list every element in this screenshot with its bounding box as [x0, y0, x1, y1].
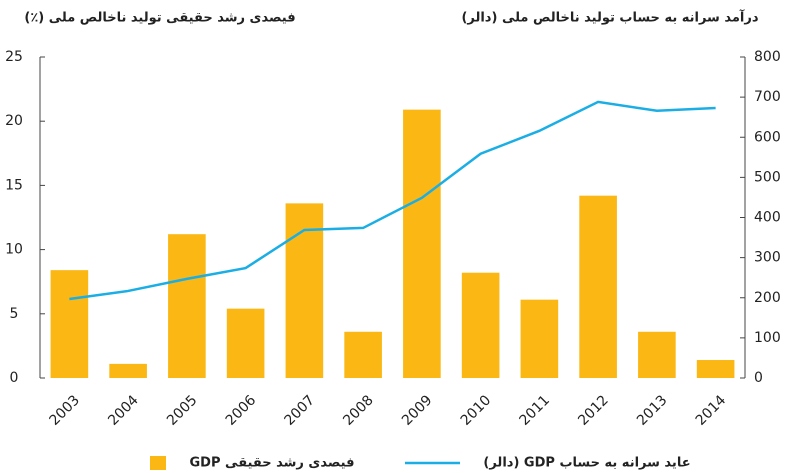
- y2-tick-label: 0: [754, 370, 763, 386]
- y2-tick-label: 400: [754, 210, 781, 226]
- y-tick-label: 20: [5, 113, 23, 129]
- bar: [520, 299, 559, 378]
- y-axis-title: فیصدی رشد حقیقی تولید ناخالص ملی (٪): [24, 11, 295, 26]
- bar: [168, 234, 206, 378]
- y-tick-label: 5: [10, 306, 19, 322]
- y2-axis-title: درآمد سرانه به حساب تولید ناخالص ملی (دا…: [461, 9, 758, 26]
- bar: [403, 109, 441, 379]
- y2-tick-label: 700: [754, 89, 781, 105]
- x-tick-label: 2006: [223, 392, 260, 429]
- y2-tick-label: 500: [754, 169, 781, 185]
- x-tick-label: 2010: [458, 392, 495, 429]
- legend-label: عاید سرانه به حساب GDP (دالر): [483, 456, 690, 471]
- legend-swatch: [150, 456, 166, 470]
- bar: [109, 363, 147, 378]
- bar: [50, 270, 89, 378]
- legend-label: فیصدی رشد حقیقی GDP: [190, 456, 355, 471]
- y2-tick-label: 800: [754, 49, 781, 65]
- y2-tick-label: 200: [754, 290, 781, 306]
- x-tick-label: 2004: [105, 392, 142, 429]
- y2-tick-label: 100: [754, 330, 781, 346]
- x-tick-label: 2005: [164, 392, 201, 429]
- y2-tick-label: 300: [754, 250, 781, 266]
- x-tick-label: 2012: [575, 392, 612, 429]
- y-tick-label: 10: [5, 242, 23, 258]
- x-tick-label: 2008: [340, 392, 377, 429]
- bar: [461, 272, 500, 378]
- y2-tick-label: 600: [754, 129, 781, 145]
- x-tick-label: 2007: [282, 392, 319, 429]
- y-tick-label: 0: [10, 370, 19, 386]
- x-tick-label: 2003: [47, 392, 84, 429]
- x-tick-label: 2011: [517, 392, 554, 429]
- x-tick-label: 2009: [399, 392, 436, 429]
- bar: [696, 360, 735, 378]
- x-tick-label: 2013: [634, 392, 671, 429]
- y-tick-label: 15: [5, 177, 23, 193]
- bar: [344, 331, 382, 378]
- bar: [226, 308, 265, 378]
- y-tick-label: 25: [5, 49, 23, 65]
- line: [69, 100, 716, 301]
- bar: [638, 331, 676, 378]
- x-tick-label: 2014: [693, 392, 730, 429]
- bar: [579, 195, 617, 378]
- bar: [285, 203, 324, 378]
